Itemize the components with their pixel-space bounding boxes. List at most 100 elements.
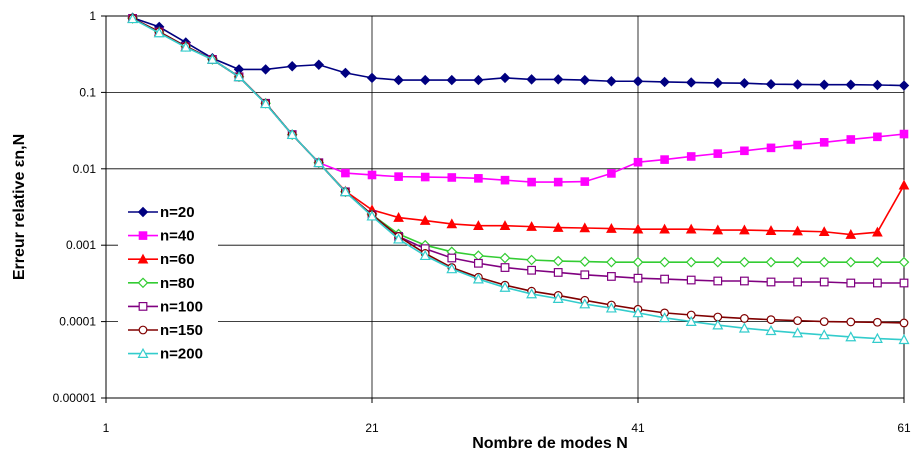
data-point — [499, 252, 511, 264]
data-point — [713, 276, 723, 286]
data-point — [899, 129, 909, 139]
data-point — [632, 307, 644, 318]
data-point — [366, 72, 378, 84]
data-point — [792, 327, 804, 338]
data-point — [286, 61, 298, 72]
data-point — [792, 256, 803, 268]
data-point — [873, 132, 882, 142]
data-point — [526, 221, 537, 231]
legend-label: n=80 — [160, 275, 195, 292]
data-point — [420, 172, 430, 182]
data-point — [872, 256, 883, 268]
data-point — [313, 59, 325, 70]
series-line — [132, 16, 905, 87]
data-point — [898, 80, 910, 91]
series-n-80 — [127, 13, 910, 268]
y-axis-ticks: 1 0.1 0.01 0.001 0.0001 0.00001 — [53, 9, 106, 405]
series-n-20 — [127, 12, 910, 91]
data-point — [394, 172, 403, 181]
data-point — [871, 332, 883, 343]
data-point — [579, 256, 591, 267]
data-point — [765, 225, 777, 235]
data-point — [845, 256, 857, 268]
x-tick-label: 61 — [897, 421, 911, 435]
data-point — [526, 288, 538, 299]
y-tick-label: 0.001 — [66, 238, 96, 252]
series-line — [132, 17, 905, 183]
legend-label: n=150 — [160, 322, 203, 339]
data-point — [818, 79, 830, 90]
data-point — [447, 253, 457, 263]
data-point — [899, 318, 909, 328]
data-point — [137, 206, 149, 218]
data-point — [393, 74, 404, 86]
x-axis-ticks: 1 21 41 61 — [103, 398, 911, 435]
y-tick-label: 0.1 — [79, 85, 96, 99]
legend-item: n=200 — [128, 346, 203, 363]
data-point — [474, 258, 483, 268]
data-point — [393, 212, 404, 222]
data-point — [898, 256, 910, 268]
data-point — [286, 128, 298, 140]
data-point — [872, 226, 883, 237]
data-point — [712, 77, 724, 89]
data-point — [367, 170, 377, 180]
data-point — [137, 253, 149, 264]
legend-label: n=20 — [160, 204, 195, 221]
data-point — [206, 53, 218, 64]
data-point — [819, 277, 829, 287]
data-point — [341, 168, 350, 178]
data-point — [499, 220, 511, 230]
series-line — [132, 17, 904, 284]
data-point — [766, 277, 776, 287]
data-point — [686, 152, 696, 161]
data-point — [606, 256, 617, 268]
x-tick-label: 41 — [631, 421, 645, 435]
data-series — [127, 12, 910, 345]
data-point — [792, 79, 803, 90]
data-point — [660, 155, 669, 164]
data-point — [446, 218, 458, 229]
data-point — [792, 225, 803, 236]
data-point — [180, 41, 192, 52]
data-point — [712, 224, 724, 235]
data-point — [845, 228, 857, 239]
data-point — [739, 256, 750, 268]
data-point — [260, 98, 272, 109]
data-point — [633, 157, 643, 167]
data-point — [138, 325, 148, 335]
data-point — [552, 74, 564, 85]
data-point — [739, 224, 750, 235]
y-tick-label: 0.00001 — [53, 391, 97, 405]
data-point — [446, 263, 458, 274]
data-point — [499, 72, 511, 84]
data-point — [632, 256, 644, 268]
legend-label: n=40 — [160, 228, 195, 245]
legend: n=20 n=40 n=60 n=80 n=100 n=150 n=200 — [118, 200, 218, 368]
data-point — [873, 317, 882, 327]
data-point — [659, 312, 671, 323]
data-point — [845, 79, 857, 90]
data-point — [473, 250, 484, 261]
data-point — [606, 272, 616, 281]
data-point — [872, 278, 882, 288]
data-point — [765, 79, 777, 90]
data-point — [819, 317, 829, 327]
data-point — [419, 215, 431, 225]
series-n-150 — [128, 14, 909, 328]
legend-item: n=80 — [128, 275, 195, 292]
data-point — [472, 273, 484, 284]
data-point — [793, 140, 802, 150]
data-point — [685, 315, 697, 326]
legend-label: n=100 — [160, 298, 203, 315]
data-point — [366, 210, 378, 221]
data-point — [419, 74, 431, 86]
data-point — [138, 302, 148, 311]
data-point — [660, 274, 669, 284]
data-point — [137, 277, 149, 289]
data-point — [553, 268, 563, 277]
data-point — [766, 143, 776, 153]
data-point — [447, 173, 457, 182]
series-n-40 — [128, 14, 909, 187]
